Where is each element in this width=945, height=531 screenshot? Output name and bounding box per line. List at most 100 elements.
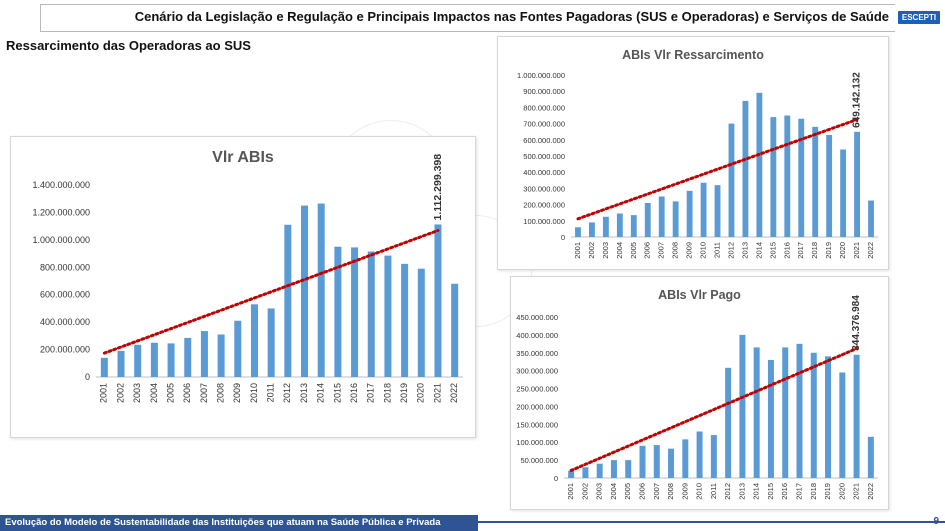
x-tick-label: 2022 <box>866 483 875 500</box>
x-tick-label: 2004 <box>615 242 624 259</box>
x-tick-label: 2014 <box>752 483 761 500</box>
bar-2019 <box>826 134 833 237</box>
bar-2022 <box>867 436 874 478</box>
data-label: 649.142.132 <box>852 72 863 128</box>
bar-2020 <box>839 372 846 478</box>
x-tick-label: 2016 <box>782 242 791 259</box>
y-tick-label: 0 <box>85 372 90 382</box>
y-tick-label: 200.000.000 <box>516 402 558 411</box>
x-tick-label: 2013 <box>740 242 749 259</box>
chart-abis-vlr-ressarcimento: ABIs Vlr Ressarcimento 0 100.000.000 200.00… <box>517 48 878 259</box>
x-tick-label: 2004 <box>149 383 159 403</box>
bar-2010 <box>696 431 703 478</box>
bar-2020 <box>417 268 425 377</box>
x-tick-label: 2020 <box>838 242 847 259</box>
bar-2011 <box>267 308 275 377</box>
bar-2006 <box>644 202 651 237</box>
chart-panel-vlr-abis: Vlr ABIs 0 200.000.000 400.000.000 600.000.0… <box>10 136 476 438</box>
x-tick-label: 2018 <box>382 383 392 403</box>
x-tick-label: 2007 <box>199 383 209 403</box>
trend-line <box>576 118 859 221</box>
bar-2007 <box>653 445 660 478</box>
x-tick-label: 2016 <box>349 383 359 403</box>
x-tick-label: 2020 <box>837 483 846 500</box>
trend-line <box>102 228 440 355</box>
y-tick-label: 600.000.000 <box>523 136 565 145</box>
x-tick-label: 2019 <box>824 242 833 259</box>
x-tick-label: 2021 <box>852 242 861 259</box>
bar-2006 <box>184 337 192 377</box>
bar-2009 <box>234 320 242 377</box>
bar-2008 <box>672 201 679 237</box>
bar-2008 <box>217 334 225 377</box>
bar-2018 <box>810 352 817 478</box>
footer-divider <box>478 521 945 523</box>
x-tick-label: 2008 <box>671 242 680 259</box>
x-tick-label: 2001 <box>99 383 109 403</box>
bar-2012 <box>725 367 732 478</box>
y-tick-label: 300.000.000 <box>516 367 558 376</box>
x-tick-label: 2015 <box>766 483 775 500</box>
y-tick-label: 1.400.000.000 <box>32 180 90 190</box>
bar-2002 <box>117 350 125 377</box>
bar-2005 <box>630 215 637 237</box>
y-tick-label: 100.000.000 <box>523 217 565 226</box>
x-tick-label: 2006 <box>182 383 192 403</box>
x-tick-label: 2012 <box>282 383 292 403</box>
x-tick-label: 2009 <box>685 242 694 259</box>
bar-2001 <box>100 357 108 377</box>
y-tick-label: 300.000.000 <box>523 184 565 193</box>
x-tick-label: 2018 <box>809 483 818 500</box>
y-tick-label: 700.000.000 <box>523 120 565 129</box>
bar-2013 <box>739 334 746 478</box>
bar-2013 <box>301 205 309 377</box>
x-tick-label: 2017 <box>366 383 376 403</box>
bar-2019 <box>825 356 832 478</box>
x-tick-label: 2010 <box>695 483 704 500</box>
x-tick-label: 2008 <box>215 383 225 403</box>
x-tick-label: 2003 <box>132 383 142 403</box>
bar-2006 <box>639 445 646 478</box>
x-tick-label: 2015 <box>768 242 777 259</box>
bar-2021 <box>434 224 442 377</box>
x-tick-label: 2021 <box>432 383 442 403</box>
y-tick-label: 400.000.000 <box>40 317 90 327</box>
bar-2004 <box>150 342 158 377</box>
bar-2017 <box>798 118 805 237</box>
bar-2013 <box>742 100 749 237</box>
bar-2021 <box>854 131 860 237</box>
bar-2015 <box>770 117 777 237</box>
bar-2020 <box>840 149 847 237</box>
bar-2011 <box>714 185 721 237</box>
bar-2002 <box>589 222 595 237</box>
bar-2004 <box>610 460 617 478</box>
chart-panel-ressarcimento: ABIs Vlr Ressarcimento 0 100.000.000 200.00… <box>497 36 889 270</box>
bar-2012 <box>284 224 292 377</box>
x-tick-label: 2011 <box>709 483 718 499</box>
x-tick-label: 2003 <box>601 242 610 259</box>
bar-2010 <box>250 304 258 377</box>
y-tick-label: 400.000.000 <box>516 331 558 340</box>
x-tick-label: 2002 <box>580 483 589 500</box>
data-label: 1.112.299.398 <box>432 154 444 221</box>
x-tick-label: 2020 <box>416 383 426 403</box>
page-number: 9 <box>933 516 939 527</box>
x-tick-label: 2009 <box>680 483 689 500</box>
section-title: Ressarcimento das Operadoras ao SUS <box>6 38 251 53</box>
x-tick-label: 2001 <box>566 483 575 500</box>
bar-2009 <box>682 439 689 478</box>
x-tick-label: 2004 <box>609 483 618 500</box>
bar-2005 <box>625 460 632 478</box>
bar-2001 <box>575 227 581 237</box>
x-tick-label: 2002 <box>587 242 596 259</box>
bar-2022 <box>868 200 874 237</box>
x-tick-label: 2019 <box>399 383 409 403</box>
x-tick-label: 2016 <box>780 483 789 500</box>
x-tick-label: 2014 <box>316 383 326 403</box>
chart-title: ABIs Vlr Ressarcimento <box>622 48 764 62</box>
x-tick-label: 2021 <box>852 483 861 500</box>
x-tick-label: 2003 <box>595 483 604 500</box>
chart-abis-vlr-pago: ABIs Vlr Pago 0 50.000.000 100.000.000 150.0… <box>516 288 878 500</box>
x-tick-label: 2017 <box>796 242 805 259</box>
brand-logo: ESCEPTI <box>898 11 940 24</box>
